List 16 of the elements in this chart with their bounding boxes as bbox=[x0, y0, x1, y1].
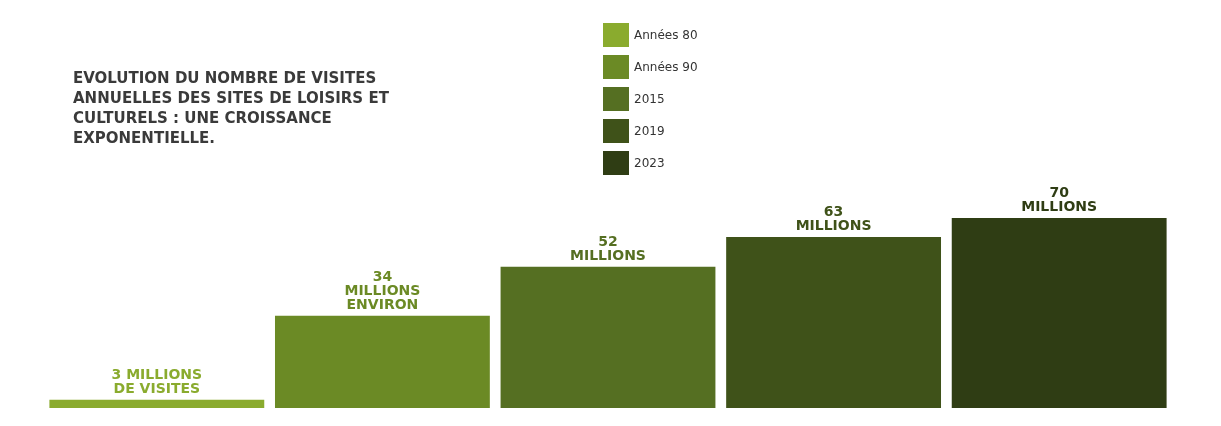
legend-label: 2023 bbox=[634, 156, 665, 170]
data-label: 3 MILLIONS DE VISITES bbox=[111, 365, 203, 396]
data-label: 34 MILLIONS ENVIRON bbox=[344, 267, 421, 312]
legend-label: 2019 bbox=[634, 124, 665, 138]
legend-label: Années 90 bbox=[634, 60, 698, 74]
chart-title: EVOLUTION DU NOMBRE DE VISITES ANNUELLES DES SITES DE LOISIRS ET CULTURELS : UNE CROISSANCE EXPONENTIELLE. bbox=[73, 69, 395, 147]
bar bbox=[951, 218, 1167, 408]
legend-label: 2015 bbox=[634, 92, 665, 106]
data-label: 63 MILLIONS bbox=[795, 203, 872, 233]
bar bbox=[500, 266, 716, 408]
data-label: 70 MILLIONS bbox=[1021, 184, 1098, 214]
bar bbox=[49, 399, 265, 408]
data-label: 52 MILLIONS bbox=[570, 232, 646, 263]
legend-label: Années 80 bbox=[634, 28, 698, 42]
bar bbox=[726, 237, 942, 408]
bar bbox=[274, 315, 490, 408]
